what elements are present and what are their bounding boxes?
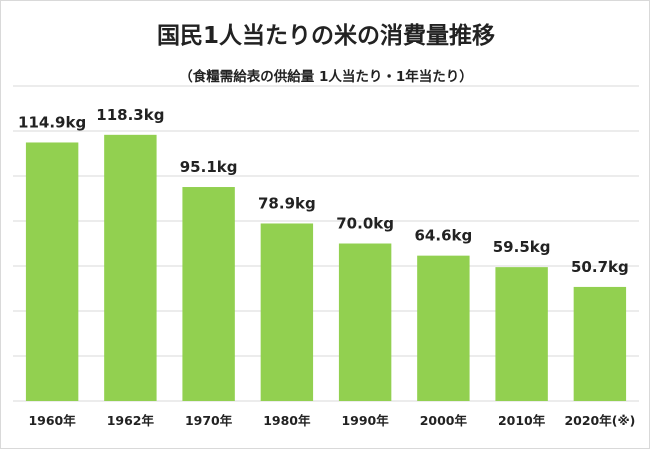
bar [104, 134, 157, 401]
chart-subtitle: （食糧需給表の供給量 1人当たり・1年当たり） [179, 68, 473, 85]
bar [495, 267, 548, 401]
chart-title: 国民1人当たりの米の消費量推移 [157, 23, 495, 49]
x-tick-labels: 1960年 1962年 1970年 1980年 1990年 2000年 2010年 2020年… [28, 413, 635, 428]
bar [260, 223, 314, 401]
data-label: 70.0kg [336, 215, 394, 233]
data-label: 59.5kg [493, 238, 551, 256]
bar [182, 187, 235, 401]
data-label: 78.9kg [258, 194, 316, 212]
x-tick-label: 1970年 [185, 413, 233, 428]
x-tick-label: 2000年 [420, 413, 468, 428]
x-tick-label: 1962年 [107, 413, 155, 428]
bar [417, 255, 470, 401]
x-tick-label: 1980年 [263, 413, 311, 428]
data-label: 114.9kg [18, 113, 86, 131]
bar [25, 142, 79, 401]
bar [338, 243, 392, 401]
x-tick-label: 2020年(※) [564, 413, 635, 428]
x-tick-label: 1990年 [341, 413, 389, 428]
bar [573, 286, 627, 401]
data-label: 95.1kg [180, 158, 238, 176]
x-tick-label: 2010年 [498, 413, 546, 428]
data-label: 64.6kg [415, 227, 473, 245]
x-tick-label: 1960年 [28, 413, 76, 428]
data-label: 50.7kg [571, 258, 629, 276]
bars [25, 134, 627, 401]
data-label: 118.3kg [96, 106, 164, 124]
data-labels: 114.9kg 118.3kg 95.1kg 78.9kg 70.0kg 64.6kg 59… [18, 106, 629, 276]
